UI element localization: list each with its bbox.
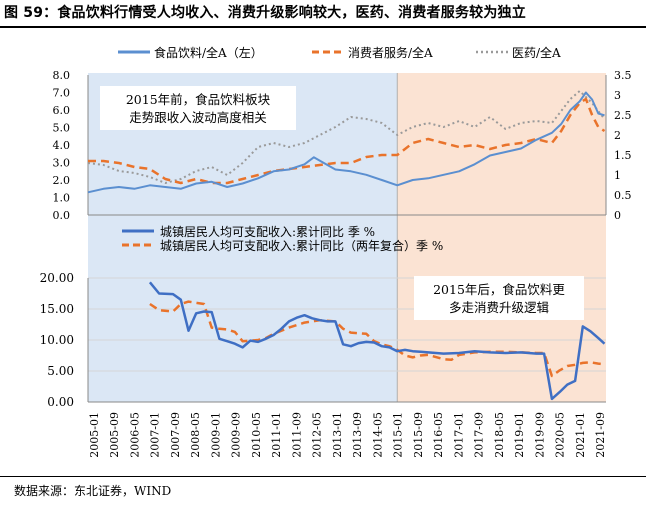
bottom-y-tick-label: 15.00 — [40, 302, 74, 316]
top-right-tick-labels: 0 0.5 1 1.5 2 2.5 3 3.5 — [614, 69, 632, 222]
bottom-x-tick-labels: 2005-01 2005-09 2006-05 2007-01 2007-09 2008-… — [88, 412, 607, 458]
top-left-tick-labels: 0.0 1.0 2.0 3.0 4.0 5.0 6.0 7.0 8.0 — [53, 69, 71, 222]
bottom-x-tick-label: 2005-09 — [108, 412, 121, 458]
top-right-tick-label: 1.5 — [614, 149, 632, 162]
bottom-x-tick-label: 2015-01 — [392, 412, 405, 458]
top-right-tick-label: 2.5 — [614, 109, 632, 122]
bottom-y-tick-label: 0.00 — [47, 395, 74, 409]
legend-food-label: 食品饮料/全A（左） — [154, 45, 263, 60]
bottom-y-tick-label: 5.00 — [47, 364, 74, 378]
bottom-x-tick-label: 2006-05 — [128, 412, 141, 458]
bottom-y-tick-labels: 0.00 5.00 10.00 15.00 20.00 — [40, 271, 74, 409]
bottom-x-tick-label: 2005-01 — [88, 412, 101, 458]
consumer-points — [87, 98, 605, 184]
bottom-x-tick-label: 2014-05 — [371, 412, 384, 458]
top-right-tick-label: 0.5 — [614, 189, 632, 202]
top-left-tick-label: 5.0 — [53, 122, 71, 135]
top-right-tick-label: 0 — [614, 209, 621, 222]
bottom-x-tick-label: 2016-05 — [432, 412, 445, 458]
top-right-tick-label: 1 — [614, 169, 621, 182]
top-left-tick-label: 7.0 — [53, 87, 71, 100]
title-rule — [0, 26, 646, 28]
bottom-x-tick-label: 2009-09 — [230, 412, 243, 458]
bottom-x-tick-label: 2007-01 — [149, 412, 162, 458]
pharma-points — [87, 90, 605, 184]
annotation-box-top — [100, 86, 296, 130]
annotation-top-line1: 2015年前，食品饮料板块 — [126, 92, 271, 107]
top-left-tick-label: 4.0 — [53, 139, 71, 152]
bottom-x-tick-label: 2018-05 — [493, 412, 506, 458]
annotation-bottom-line1: 2015年后，食品饮料更 — [433, 282, 565, 297]
bottom-x-tick-label: 2011-09 — [290, 412, 303, 458]
top-right-tick-label: 3.5 — [614, 69, 632, 82]
top-left-tick-label: 0.0 — [53, 209, 71, 222]
legend-income2y-label: 城镇居民人均可支配收入:累计同比（两年复合）季 % — [160, 238, 443, 253]
bottom-x-tick-label: 2019-01 — [513, 412, 526, 458]
bottom-x-tick-label: 2020-05 — [554, 412, 567, 458]
top-left-tick-label: 2.0 — [53, 174, 71, 187]
annotation-box-bottom — [414, 276, 584, 320]
bottom-y-tick-label: 20.00 — [40, 271, 74, 285]
bottom-x-tick-label: 2017-09 — [473, 412, 486, 458]
bottom-x-tick-label: 2019-09 — [533, 412, 546, 458]
top-left-tick-label: 3.0 — [53, 157, 71, 170]
annotation-top-line2: 走势跟收入波动高度相关 — [129, 110, 267, 125]
income-points — [149, 282, 605, 399]
shade-after-2015 — [397, 73, 606, 402]
bottom-x-tick-label: 2015-09 — [412, 412, 425, 458]
source-rule — [0, 476, 646, 477]
legend-income-label: 城镇居民人均可支配收入:累计同比 季 % — [160, 225, 375, 239]
bottom-x-tick-label: 2021-09 — [594, 412, 607, 458]
bottom-x-tick-label: 2007-09 — [169, 412, 182, 458]
legend-consumer-label: 消费者服务/全A — [348, 45, 433, 60]
figure-title: 图 59：食品饮料行情受人均收入、消费升级影响较大，医药、消费者服务较为独立 — [4, 5, 526, 21]
bottom-x-tick-label: 2011-01 — [270, 412, 283, 458]
food-points — [87, 92, 605, 193]
top-left-tick-label: 8.0 — [53, 69, 71, 82]
annotation-bottom-line2: 多走消费升级逻辑 — [449, 300, 549, 315]
top-right-tick-label: 2 — [614, 129, 621, 142]
bottom-x-tick-label: 2012-05 — [311, 412, 324, 458]
bottom-x-tick-label: 2013-09 — [351, 412, 364, 458]
top-right-tick-label: 3 — [614, 89, 621, 102]
bottom-x-tick-label: 2013-01 — [331, 412, 344, 458]
bottom-x-tick-label: 2017-01 — [452, 412, 465, 458]
bottom-x-tick-label: 2021-01 — [574, 412, 587, 458]
bottom-x-tick-label: 2008-05 — [189, 412, 202, 458]
top-left-tick-label: 6.0 — [53, 104, 71, 117]
bottom-x-tick-label: 2009-01 — [209, 412, 222, 458]
combined-chart: 食品饮料/全A（左） 消费者服务/全A 医药/全A 0.0 1.0 2.0 3.0 4.… — [40, 45, 632, 458]
legend-pharma-label: 医药/全A — [512, 45, 561, 60]
series-income-line — [148, 281, 606, 401]
bottom-y-tick-label: 10.00 — [40, 333, 74, 347]
top-left-tick-label: 1.0 — [53, 192, 71, 205]
source-note: 数据来源：东北证券，WIND — [14, 484, 172, 498]
bottom-x-tick-label: 2010-05 — [250, 412, 263, 458]
